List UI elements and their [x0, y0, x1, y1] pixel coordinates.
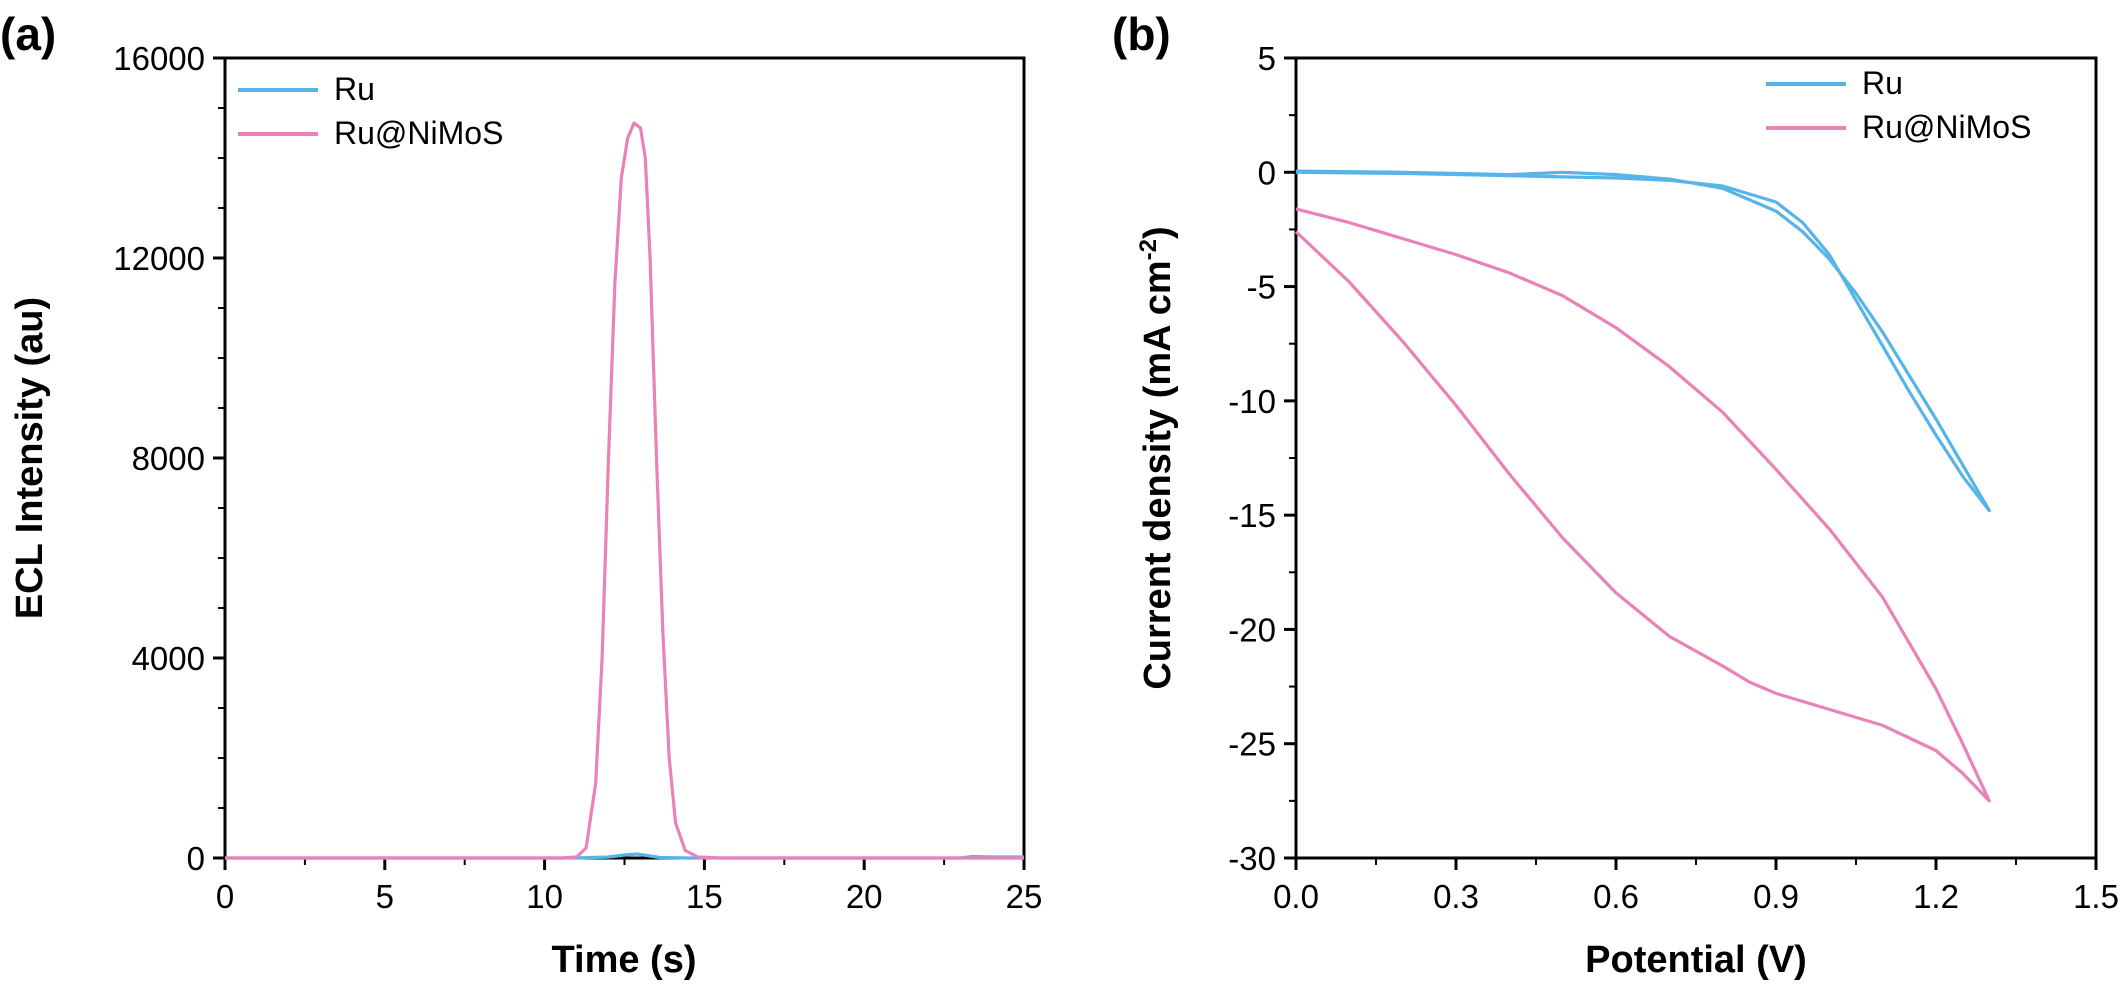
legend-b: Ru Ru@NiMoS [1766, 65, 2031, 145]
panel-label-a: (a) [0, 8, 56, 60]
tick-labels-a: 0 5 10 15 20 25 0 4000 8000 12000 16000 [113, 40, 1042, 915]
legend-label-a: Ru [334, 71, 375, 107]
x-tick-label-b: 1.5 [2073, 878, 2119, 915]
series-group-a [225, 121, 1024, 860]
panel-a: (a) 0 5 10 15 20 25 0 4000 8000 12000 16000 Ru Ru@N… [0, 8, 1042, 981]
x-tick-label-a: 10 [526, 878, 563, 915]
y-axis-title-b-end: ) [1137, 226, 1179, 239]
y-tick-label-a: 16000 [113, 40, 205, 77]
series-line-ru [1295, 169, 1991, 513]
x-tick-label-a: 25 [1006, 878, 1043, 915]
plot-frame-a [223, 56, 1026, 860]
y-tick-label-b: -20 [1228, 611, 1276, 648]
panel-label-b: (b) [1112, 8, 1171, 60]
x-tick-label-b: 0.6 [1593, 878, 1639, 915]
x-tick-label-a: 5 [376, 878, 394, 915]
series-line-ru-nimos [1294, 207, 1991, 803]
y-tick-label-a: 8000 [132, 440, 205, 477]
legend-label-b: Ru [1862, 65, 1903, 101]
series-group-b [1294, 169, 1991, 803]
y-axis-title-b-main: Current density (mA cm [1137, 260, 1179, 689]
y-tick-label-b: -30 [1228, 840, 1276, 877]
y-tick-label-b: -5 [1247, 269, 1276, 306]
panel-b: (b) 0.0 0.3 0.6 0.9 1.2 1.5-30-25-20-15-10-50… [1112, 8, 2119, 981]
x-tick-label-a: 15 [686, 878, 723, 915]
series-line-ru-nimos [225, 121, 1024, 860]
x-tick-label-b: 1.2 [1913, 878, 1959, 915]
y-axis-title-b: Current density (mA cm-2) [1135, 226, 1179, 689]
x-tick-label-b: 0.3 [1433, 878, 1479, 915]
tick-labels-b: 0.0 0.3 0.6 0.9 1.2 1.5 -30 -25 -20 -15 -10 -5 0 5 [1228, 40, 2119, 915]
x-tick-label-b: 0.9 [1753, 878, 1799, 915]
plot-frame-b [1294, 56, 2098, 860]
x-axis-title-a: Time (s) [551, 939, 696, 981]
y-tick-label-a: 0 [187, 840, 205, 877]
y-axis-title-b-sup: -2 [1135, 239, 1162, 260]
y-tick-label-b: -25 [1228, 726, 1276, 763]
x-axis-title-b: Potential (V) [1585, 939, 1807, 981]
y-axis-title-a: ECL Intensity (au) [9, 297, 51, 619]
y-tick-label-b: -15 [1228, 497, 1276, 534]
legend-a: Ru Ru@NiMoS [238, 71, 503, 151]
x-tick-label-a: 20 [846, 878, 883, 915]
tick-marks-b [1284, 56, 2098, 870]
y-tick-label-b: 0 [1258, 154, 1276, 191]
y-tick-label-b: 5 [1258, 40, 1276, 77]
y-tick-label-a: 4000 [132, 640, 205, 677]
y-tick-label-b: -10 [1228, 383, 1276, 420]
tick-marks-a [213, 56, 1026, 870]
legend-label-b: Ru@NiMoS [1862, 109, 2031, 145]
x-tick-label-b: 0.0 [1273, 878, 1319, 915]
y-tick-label-a: 12000 [113, 240, 205, 277]
legend-label-a: Ru@NiMoS [334, 115, 503, 151]
x-tick-label-a: 0 [216, 878, 234, 915]
